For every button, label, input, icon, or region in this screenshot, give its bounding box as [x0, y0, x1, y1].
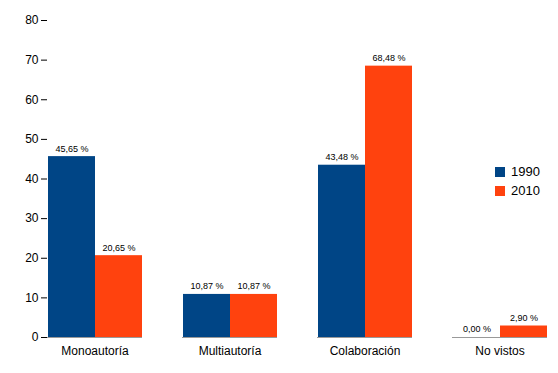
svg-text:Colaboración: Colaboración: [330, 344, 401, 358]
svg-text:80: 80: [25, 13, 39, 27]
svg-text:68,48 %: 68,48 %: [372, 53, 405, 63]
svg-text:45,65 %: 45,65 %: [55, 143, 88, 153]
svg-text:No vistos: No vistos: [475, 344, 524, 358]
svg-text:2,90 %: 2,90 %: [510, 313, 538, 323]
svg-text:Multiautoría: Multiautoría: [199, 344, 262, 358]
html-text:1990: 1990: [511, 164, 540, 179]
svg-text:60: 60: [25, 93, 39, 107]
svg-text:40: 40: [25, 172, 39, 186]
svg-text:0: 0: [32, 330, 39, 344]
svg-text:20: 20: [25, 251, 39, 265]
svg-text:50: 50: [25, 132, 39, 146]
svg-text:70: 70: [25, 53, 39, 67]
svg-text:Monoautoría: Monoautoría: [61, 344, 129, 358]
svg-text:10: 10: [25, 291, 39, 305]
svg-text:0,00 %: 0,00 %: [463, 324, 491, 334]
svg-text:20,65 %: 20,65 %: [102, 243, 135, 253]
svg-text:43,48 %: 43,48 %: [325, 152, 358, 162]
html-text:2010: 2010: [511, 183, 540, 198]
svg-text:10,87 %: 10,87 %: [237, 281, 270, 291]
svg-text:10,87 %: 10,87 %: [190, 281, 223, 291]
svg-text:30: 30: [25, 211, 39, 225]
